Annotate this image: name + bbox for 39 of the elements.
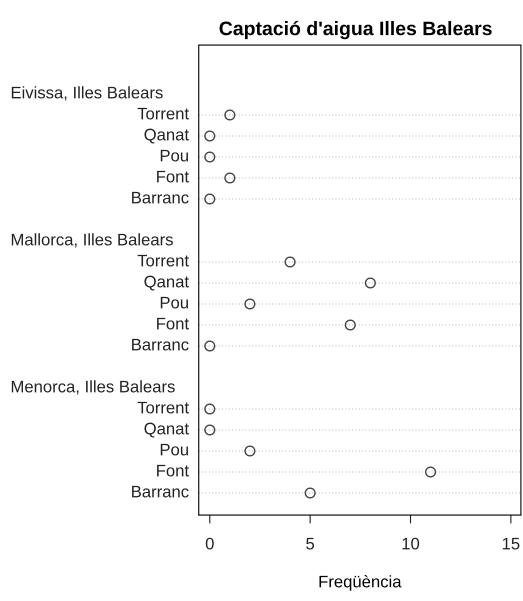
point: [425, 466, 436, 478]
y-tick-label: Torrent: [138, 254, 189, 266]
y-tick-label: Barranc: [132, 486, 189, 498]
point: [204, 424, 216, 436]
point: [304, 487, 316, 499]
text: Menorca, Illes Balears: [12, 380, 175, 394]
y-tick-label: Pou: [160, 444, 188, 456]
y-tick-label: Barranc: [132, 338, 189, 350]
point: [344, 319, 356, 331]
y-tick-label: Pou: [160, 150, 188, 162]
point: [204, 340, 216, 352]
point: [204, 193, 216, 205]
y-tick-label: Font: [157, 318, 189, 330]
x-tick-label: 5: [306, 538, 314, 550]
point: [284, 256, 296, 268]
point: [244, 298, 256, 310]
y-tick-label: Torrent: [138, 108, 189, 120]
y-tick-label: Pou: [160, 296, 188, 308]
y-tick-label: Qanat: [144, 276, 189, 290]
x-tick-label: 10: [402, 538, 420, 550]
y-tick-label: Font: [157, 170, 189, 182]
y-tick-label: Qanat: [144, 422, 189, 438]
text: Eivissa, Illes Balears: [12, 86, 163, 100]
x-axis-title: Freqüència: [320, 575, 402, 591]
point: [224, 109, 236, 121]
x-tick-label: 0: [206, 538, 214, 550]
point: [224, 172, 236, 184]
y-tick-label: Font: [157, 464, 189, 476]
y-tick-label: Qanat: [144, 128, 189, 144]
x-tick-label: 15: [502, 538, 520, 550]
y-tick-label: Barranc: [132, 192, 189, 204]
point: [244, 445, 256, 457]
text: Mallorca, Illes Balears: [12, 233, 173, 248]
y-tick-label: Torrent: [138, 402, 189, 414]
point: [204, 130, 216, 142]
chart-title: Captació d'aigua Illes Balears: [220, 20, 492, 40]
point: [204, 403, 216, 415]
point: [204, 151, 216, 163]
point: [364, 277, 376, 289]
